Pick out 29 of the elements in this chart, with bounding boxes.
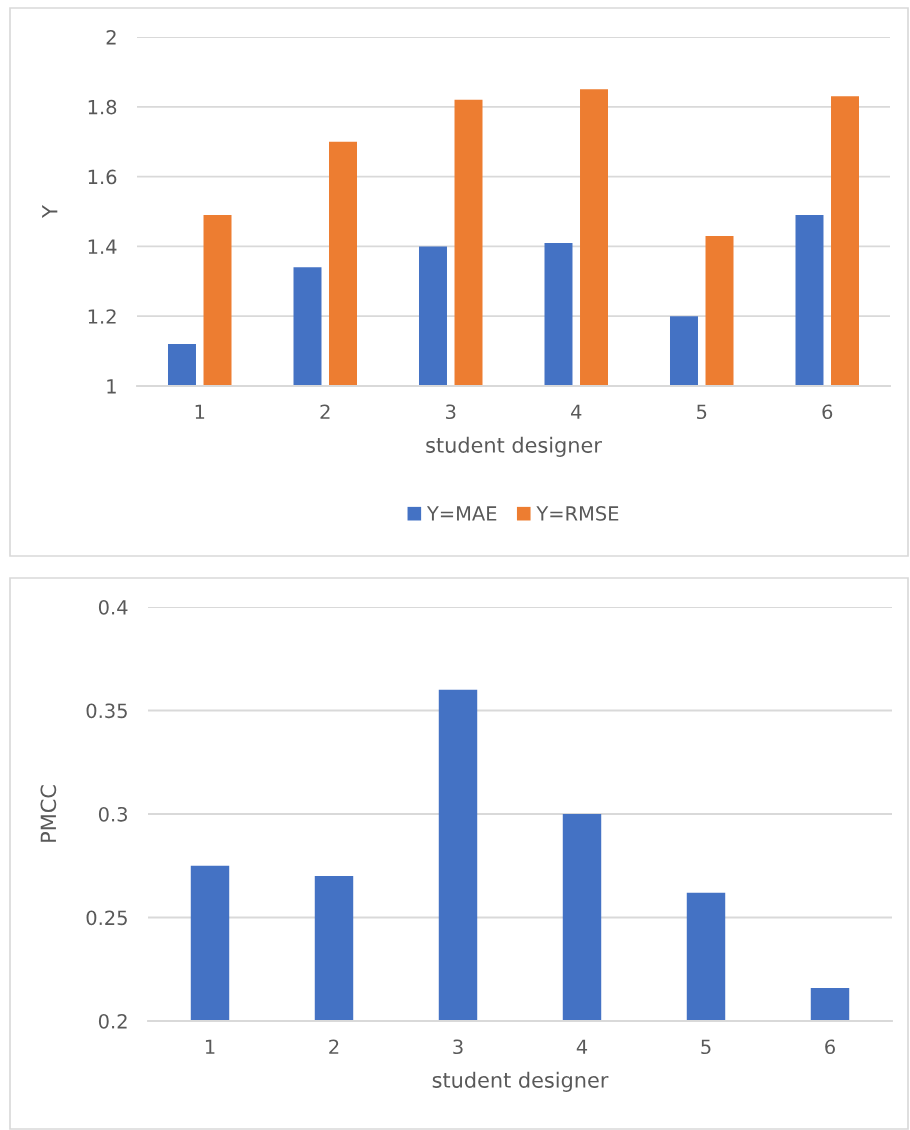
x-tick-label: 4	[576, 1039, 588, 1054]
x-tick-label: 1	[205, 1039, 215, 1054]
y-tick-label: 1.2	[88, 309, 116, 324]
y-tick-label: 0.4	[98, 599, 128, 615]
y-tick-label: 1.8	[88, 99, 117, 115]
y-axis-title: PMCC	[40, 785, 57, 842]
x-tick-label: 4	[571, 404, 582, 419]
y-tick-label: 0.2	[98, 1013, 127, 1029]
y-axis-title: Y	[42, 205, 58, 218]
x-tick-label: 5	[697, 404, 707, 420]
x-tick-label: 6	[825, 1039, 835, 1055]
legend-label: Y=MAE	[426, 506, 497, 521]
y-tick-label: 0.25	[86, 910, 127, 926]
x-tick-label: 5	[701, 1039, 711, 1055]
x-tick-label: 2	[320, 404, 330, 419]
y-tick-label: 2	[106, 29, 116, 45]
x-tick-label: 1	[195, 404, 205, 419]
x-tick-label: 2	[329, 1039, 339, 1054]
x-tick-label: 3	[446, 404, 456, 420]
y-tick-label: 0.35	[86, 703, 127, 719]
x-tick-label: 6	[822, 404, 833, 420]
y-tick-label: 1	[107, 379, 116, 394]
y-tick-label: 1.4	[88, 239, 117, 254]
x-axis-title: student designer	[432, 1071, 609, 1092]
legend-label: Y=RMSE	[536, 506, 619, 521]
x-axis-title: student designer	[426, 436, 602, 457]
y-tick-label: 1.6	[88, 169, 117, 185]
y-tick-label: 0.3	[98, 806, 127, 822]
x-tick-label: 3	[453, 1039, 463, 1055]
